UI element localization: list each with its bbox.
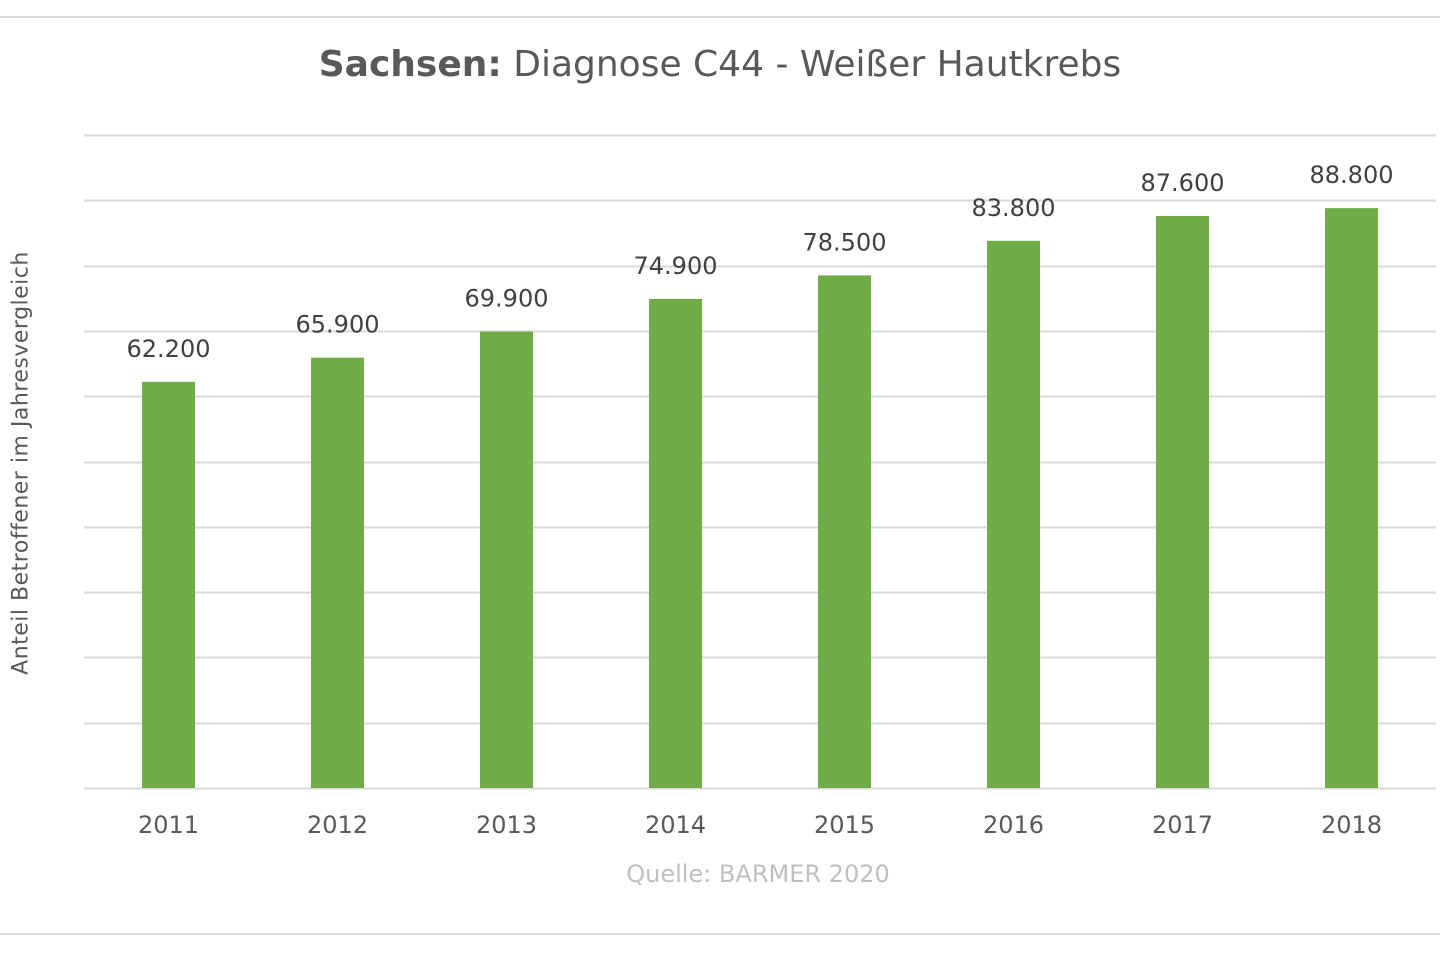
bar-2015 xyxy=(818,275,871,788)
x-tick-label-2011: 2011 xyxy=(138,811,199,839)
chart-title-rest: Diagnose C44 - Weißer Hautkrebs xyxy=(501,44,1122,85)
bar-2012 xyxy=(311,357,364,788)
data-label-2011: 62.200 xyxy=(127,335,211,363)
x-tick-label-2014: 2014 xyxy=(645,811,706,839)
data-label-2018: 88.800 xyxy=(1310,161,1394,189)
bottom-border-line xyxy=(0,933,1440,935)
x-tick-label-2012: 2012 xyxy=(307,811,368,839)
data-label-2013: 69.900 xyxy=(465,285,549,313)
data-label-2012: 65.900 xyxy=(296,311,380,339)
x-tick-label-2017: 2017 xyxy=(1152,811,1213,839)
bar-2014 xyxy=(649,298,702,788)
x-tick-label-2018: 2018 xyxy=(1321,811,1382,839)
top-border-line xyxy=(0,16,1440,18)
data-label-2016: 83.800 xyxy=(972,194,1056,222)
x-tick-label-2016: 2016 xyxy=(983,811,1044,839)
bar-2017 xyxy=(1156,215,1209,789)
bar-2013 xyxy=(480,331,533,788)
bar-2018 xyxy=(1325,208,1378,789)
x-tick-label-2015: 2015 xyxy=(814,811,875,839)
data-label-2014: 74.900 xyxy=(634,252,718,280)
data-label-2015: 78.500 xyxy=(803,228,887,256)
source-note: Quelle: BARMER 2020 xyxy=(626,860,890,888)
x-tick-label-2013: 2013 xyxy=(476,811,537,839)
data-label-2017: 87.600 xyxy=(1141,169,1225,197)
bar-2011 xyxy=(142,381,195,788)
chart-title: Sachsen: Diagnose C44 - Weißer Hautkrebs xyxy=(0,44,1440,85)
bar-2016 xyxy=(987,240,1040,788)
chart-title-bold: Sachsen: xyxy=(318,44,502,85)
